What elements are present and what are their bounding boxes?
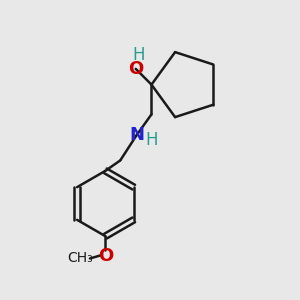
Text: H: H [132, 46, 145, 64]
Text: O: O [98, 247, 113, 265]
Text: H: H [145, 130, 158, 148]
Text: N: N [129, 126, 144, 144]
Text: O: O [128, 60, 143, 78]
Text: CH₃: CH₃ [67, 251, 93, 266]
